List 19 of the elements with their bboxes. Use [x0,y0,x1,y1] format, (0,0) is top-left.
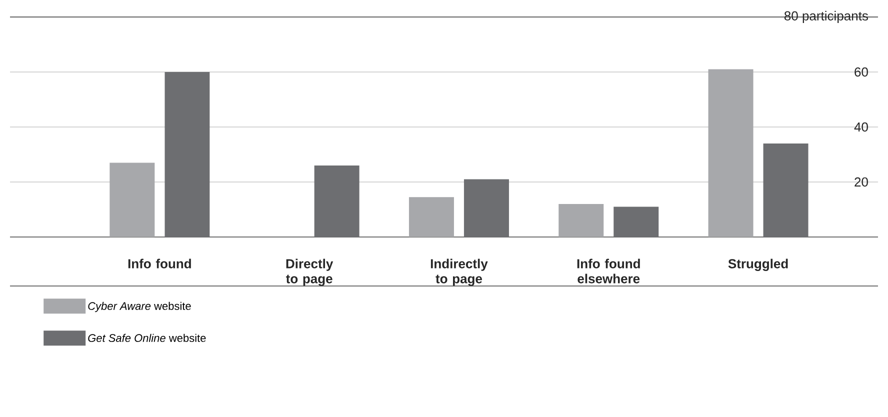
y-tick-label: 40 [854,122,868,132]
x-tick-label: Struggled [728,258,788,271]
bar [763,143,808,237]
bar [614,206,659,237]
y-tick-label: 60 [854,67,868,77]
bar [110,162,155,237]
bar [558,204,604,237]
bar [708,69,754,237]
x-tick-label: Info found elsewhere [577,258,640,284]
x-tick-label: Indirectly to page [430,258,488,286]
bar [464,179,509,237]
x-tick-label: Info found [128,258,191,268]
bar [408,197,454,237]
y-tick-label: 20 [854,177,868,187]
legend-label: Cyber Aware website [88,302,191,312]
x-tick-label: Directly to page [286,258,334,286]
bar [164,72,210,237]
legend-label: Get Safe Online website [88,334,206,342]
bar [314,165,360,237]
